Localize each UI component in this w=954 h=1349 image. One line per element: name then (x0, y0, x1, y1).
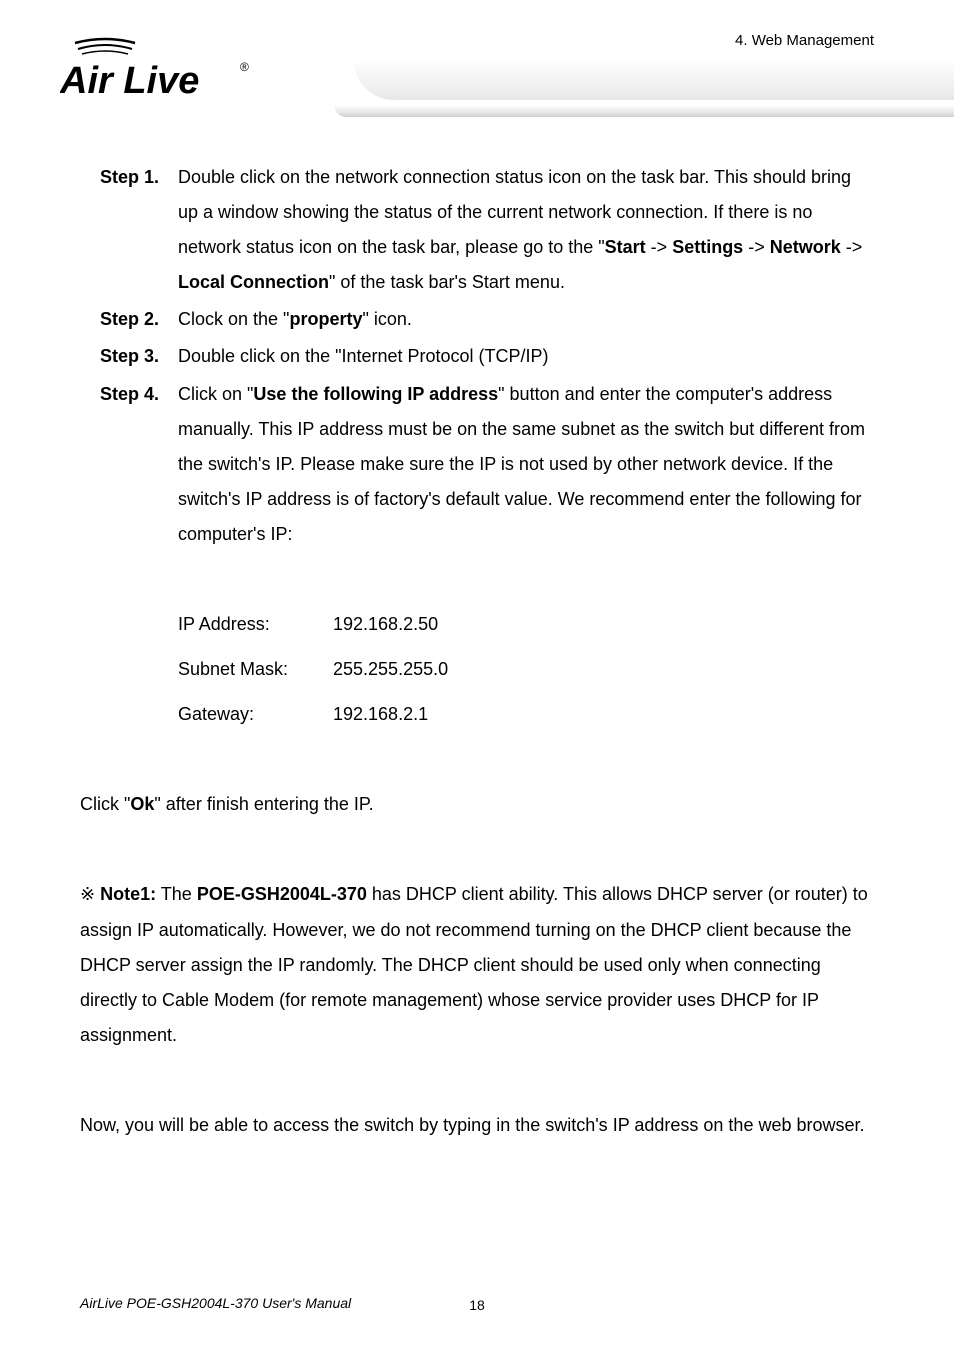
step-1: Step 1. Double click on the network conn… (100, 160, 874, 300)
steps-list: Step 1. Double click on the network conn… (100, 160, 874, 552)
ip-address-label: IP Address: (178, 607, 333, 642)
step-body: Clock on the "property" icon. (178, 302, 874, 337)
text: " after finish entering the IP. (154, 794, 373, 814)
click-ok-paragraph: Click "Ok" after finish entering the IP. (80, 787, 874, 822)
subnet-mask-value: 255.255.255.0 (333, 652, 448, 687)
ip-settings-table: IP Address: 192.168.2.50 Subnet Mask: 25… (178, 607, 874, 732)
text: -> (841, 237, 863, 257)
step-body: Double click on the network connection s… (178, 160, 874, 300)
bold: Use the following IP address (253, 384, 498, 404)
text: The (156, 884, 197, 904)
gateway-label: Gateway: (178, 697, 333, 732)
text: " icon. (362, 309, 411, 329)
text: -> (646, 237, 673, 257)
text: " button and enter the computer's addres… (178, 384, 865, 544)
ip-row: Gateway: 192.168.2.1 (178, 697, 874, 732)
text: Click " (80, 794, 130, 814)
note-symbol: ※ (80, 884, 100, 904)
bold: Local Connection (178, 272, 329, 292)
model-name: POE-GSH2004L-370 (197, 884, 367, 904)
step-label: Step 2. (100, 302, 178, 337)
page-number: 18 (469, 1297, 485, 1313)
bold: Ok (130, 794, 154, 814)
gateway-value: 192.168.2.1 (333, 697, 428, 732)
bold: Network (770, 237, 841, 257)
step-label: Step 4. (100, 377, 178, 552)
ip-row: IP Address: 192.168.2.50 (178, 607, 874, 642)
page-header: 4. Web Management Air Live ® (0, 0, 954, 110)
note-label: Note1: (100, 884, 156, 904)
bold: property (289, 309, 362, 329)
ip-address-value: 192.168.2.50 (333, 607, 438, 642)
text: " of the task bar's Start menu. (329, 272, 565, 292)
step-4: Step 4. Click on "Use the following IP a… (100, 377, 874, 552)
svg-text:®: ® (240, 60, 249, 74)
note1-paragraph: ※ Note1: The POE-GSH2004L-370 has DHCP c… (80, 877, 874, 1052)
step-body: Double click on the "Internet Protocol (… (178, 339, 874, 374)
text: Click on " (178, 384, 253, 404)
bold: Settings (672, 237, 743, 257)
step-label: Step 1. (100, 160, 178, 300)
airlive-logo: Air Live ® (60, 35, 874, 110)
step-label: Step 3. (100, 339, 178, 374)
final-paragraph: Now, you will be able to access the swit… (80, 1108, 874, 1143)
page-content: Step 1. Double click on the network conn… (0, 110, 954, 1143)
step-3: Step 3. Double click on the "Internet Pr… (100, 339, 874, 374)
svg-text:Air Live: Air Live (60, 60, 199, 102)
text: Double click on the "Internet Protocol (… (178, 346, 549, 366)
text: Clock on the " (178, 309, 289, 329)
text: has DHCP client ability. This allows DHC… (80, 884, 868, 1044)
step-2: Step 2. Clock on the "property" icon. (100, 302, 874, 337)
bold: Start (605, 237, 646, 257)
text: -> (743, 237, 770, 257)
subnet-mask-label: Subnet Mask: (178, 652, 333, 687)
step-body: Click on "Use the following IP address" … (178, 377, 874, 552)
ip-row: Subnet Mask: 255.255.255.0 (178, 652, 874, 687)
